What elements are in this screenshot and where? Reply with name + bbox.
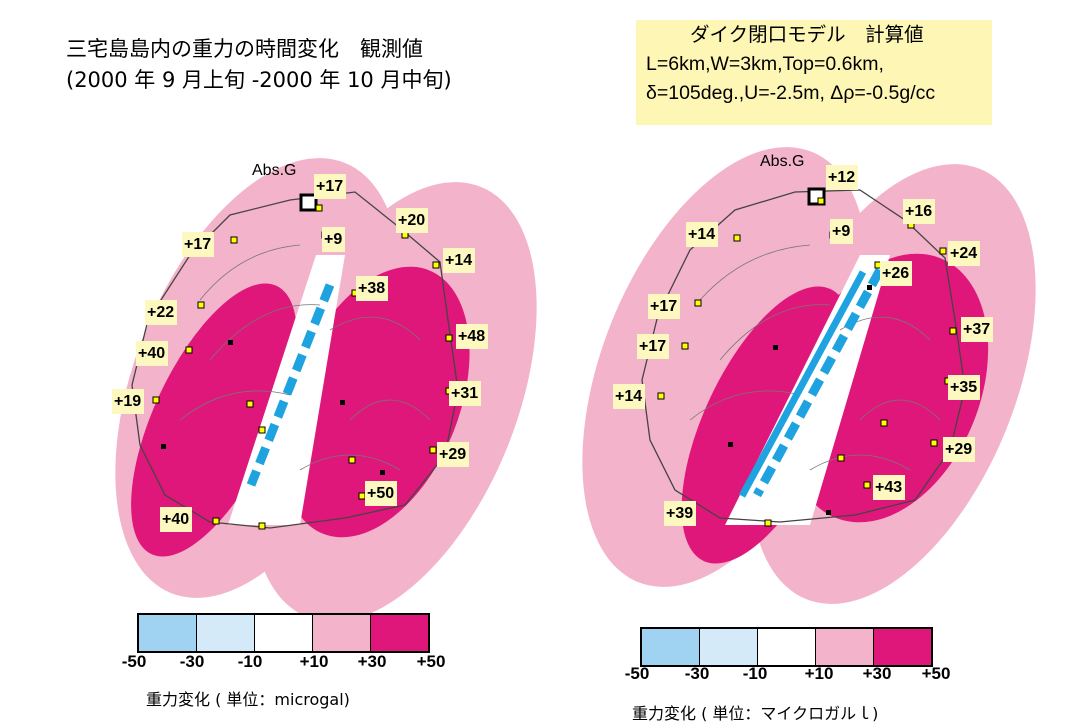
station-value: +31 [449, 381, 482, 406]
station-value: +29 [437, 442, 470, 467]
tick-label: +10 [299, 652, 329, 671]
tick-label: -50 [121, 652, 147, 671]
station-value: +9 [830, 219, 854, 244]
model-title-line3: δ=105deg.,U=-2.5m, Δρ=-0.5g/cc [646, 82, 936, 104]
station-value: +38 [356, 276, 389, 301]
dike-line-center [753, 267, 884, 498]
abs-gravity-label: Abs.G [252, 162, 297, 179]
contour-lines [179, 244, 431, 471]
station-value: +14 [613, 384, 646, 409]
station-value: +37 [961, 317, 994, 342]
black-markers [728, 285, 872, 515]
scale-swatch [255, 615, 313, 651]
station-value: +20 [396, 208, 429, 233]
scale-swatch [700, 629, 758, 665]
observed-title-line2: (2000 年 9 月上旬 -2000 年 10 月中旬) [66, 68, 452, 92]
scale-swatch [197, 615, 255, 651]
left-map [115, 158, 537, 622]
station-value: +22 [145, 300, 178, 325]
station-value: +19 [112, 389, 145, 414]
tick-label: +10 [804, 664, 834, 683]
strong-positive-zone-west [131, 283, 297, 557]
station-value: +17 [182, 232, 215, 257]
scale-swatch [371, 615, 428, 651]
model-title-line2: L=6km,W=3km,Top=0.6km, [646, 53, 884, 75]
station-value: +43 [873, 475, 906, 500]
station-value: +14 [686, 222, 719, 247]
island-outline [641, 189, 966, 523]
unit-label-left: 重力変化 ( 単位：microgal) [146, 690, 350, 709]
station-value: +12 [826, 165, 859, 190]
station-value: +48 [456, 324, 489, 349]
scale-swatch [139, 615, 197, 651]
tick-label: -10 [237, 652, 263, 671]
station-value: +35 [948, 375, 981, 400]
tick-label: -10 [742, 664, 768, 683]
tick-label: -30 [179, 652, 205, 671]
station-markers [152, 204, 453, 530]
station-value: +14 [443, 248, 476, 273]
station-value: +24 [948, 241, 981, 266]
station-value: +17 [648, 294, 681, 319]
station-value: +29 [943, 437, 976, 462]
station-value: +40 [160, 507, 193, 532]
station-value: +40 [136, 341, 169, 366]
tick-label: +50 [416, 652, 446, 671]
scale-swatch [313, 615, 371, 651]
scale-swatch [816, 629, 874, 665]
black-markers [161, 340, 385, 475]
abs-gravity-station-icon [299, 193, 318, 212]
abs-gravity-label: Abs.G [760, 153, 805, 170]
tick-label: +50 [921, 664, 951, 683]
tick-label: +30 [357, 652, 387, 671]
dike-line [738, 270, 867, 498]
tick-label: +30 [862, 664, 892, 683]
scale-swatch [874, 629, 931, 665]
scale-swatch [642, 629, 700, 665]
tick-label: -50 [624, 664, 650, 683]
tick-label: -30 [684, 664, 710, 683]
contour-lines [689, 244, 941, 471]
station-value: +17 [314, 174, 347, 199]
observed-title: 三宅島島内の重力の時間変化 観測値 (2000 年 9 月上旬 -2000 年 … [66, 34, 526, 96]
model-title-line1: ダイク閉口モデル 計算値 [690, 24, 924, 46]
color-scale-right [640, 627, 933, 667]
dike-line [246, 283, 335, 487]
model-title-box: ダイク閉口モデル 計算値 L=6km,W=3km,Top=0.6km, δ=10… [636, 20, 992, 125]
station-value: +17 [637, 334, 670, 359]
observed-title-line1: 三宅島島内の重力の時間変化 観測値 [66, 37, 423, 61]
station-value: +9 [322, 227, 346, 252]
unit-label-right: 重力変化 ( 単位：マイクロガルｌ) [632, 704, 879, 723]
color-scale-left [137, 613, 430, 653]
station-value: +26 [880, 261, 913, 286]
right-map [582, 147, 1036, 604]
station-value: +16 [903, 199, 936, 224]
station-value: +50 [365, 481, 398, 506]
station-value: +39 [664, 501, 697, 526]
scale-swatch [758, 629, 816, 665]
